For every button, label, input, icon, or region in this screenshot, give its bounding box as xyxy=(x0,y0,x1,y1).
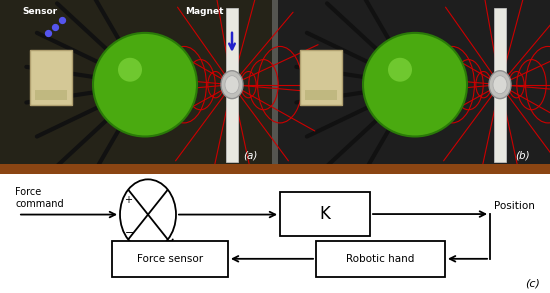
Ellipse shape xyxy=(221,71,243,99)
Bar xyxy=(35,90,67,100)
Text: Force sensor: Force sensor xyxy=(137,254,203,264)
Text: (c): (c) xyxy=(525,279,540,289)
Text: −: − xyxy=(125,228,135,238)
Text: Force
command: Force command xyxy=(15,187,64,209)
Bar xyxy=(316,241,445,277)
Text: Robotic hand: Robotic hand xyxy=(346,254,415,264)
Bar xyxy=(494,8,506,162)
Text: Position: Position xyxy=(494,201,535,211)
Circle shape xyxy=(93,33,197,137)
Point xyxy=(43,30,52,35)
Bar xyxy=(226,8,238,162)
Bar xyxy=(305,90,337,100)
Ellipse shape xyxy=(489,71,511,99)
Bar xyxy=(0,164,550,174)
Bar xyxy=(112,241,228,277)
Bar xyxy=(0,0,272,164)
Text: (b): (b) xyxy=(515,150,530,160)
Ellipse shape xyxy=(225,76,239,94)
Text: +: + xyxy=(124,195,132,205)
Bar xyxy=(272,0,278,164)
Bar xyxy=(30,50,72,105)
Text: Sensor: Sensor xyxy=(22,7,57,16)
Point xyxy=(51,25,59,29)
Ellipse shape xyxy=(493,76,507,94)
Ellipse shape xyxy=(120,179,176,250)
Circle shape xyxy=(363,33,467,137)
Bar xyxy=(278,0,550,164)
Text: (a): (a) xyxy=(244,150,258,160)
Text: K: K xyxy=(320,205,331,223)
Bar xyxy=(280,193,370,236)
Point xyxy=(58,18,67,22)
Text: Magnet: Magnet xyxy=(185,7,223,16)
Circle shape xyxy=(388,58,412,82)
Bar xyxy=(300,50,342,105)
Circle shape xyxy=(118,58,142,82)
